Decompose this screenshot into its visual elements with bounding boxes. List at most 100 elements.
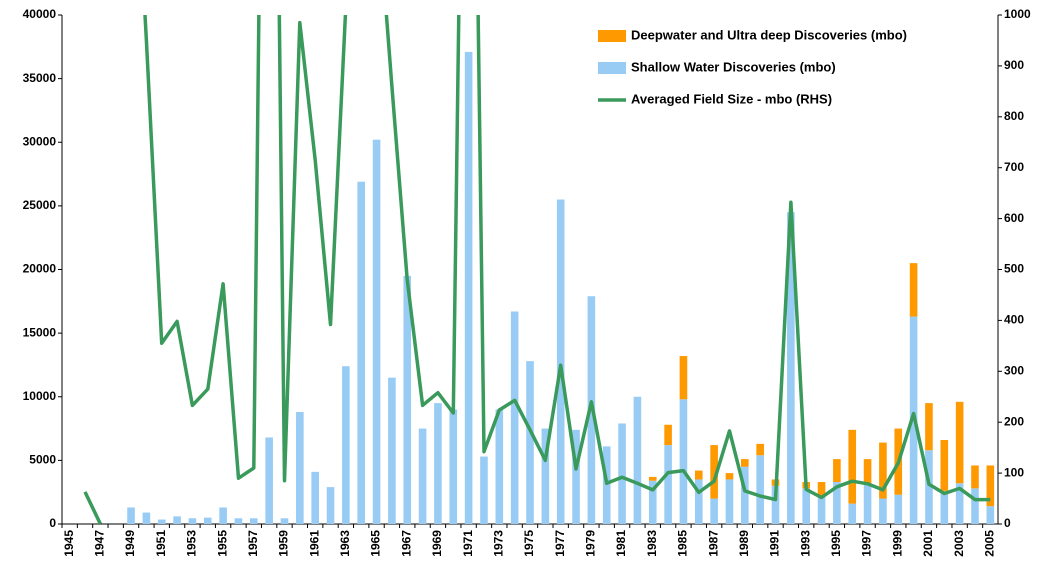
bar xyxy=(879,498,887,524)
legend-label: Shallow Water Discoveries (mbo) xyxy=(631,59,836,74)
x-tick-label: 1985 xyxy=(676,530,690,557)
y2-tick-label: 500 xyxy=(1004,262,1024,276)
x-tick-label: 1961 xyxy=(307,530,321,557)
bar xyxy=(556,199,565,524)
bar xyxy=(879,442,887,499)
bar xyxy=(648,476,657,481)
y-tick-label: 5000 xyxy=(29,453,56,467)
bar xyxy=(694,470,703,480)
bar xyxy=(495,409,504,524)
bar xyxy=(633,396,642,524)
bar xyxy=(741,466,749,524)
x-tick-label: 1983 xyxy=(645,530,659,557)
bar xyxy=(648,480,657,524)
x-tick-label: 1995 xyxy=(829,530,843,557)
bar xyxy=(342,366,350,524)
bar xyxy=(664,445,672,524)
legend-label: Deepwater and Ultra deep Discoveries (mb… xyxy=(631,27,907,42)
y2-tick-label: 900 xyxy=(1004,58,1024,72)
x-tick-label: 2003 xyxy=(952,530,966,557)
bar xyxy=(694,479,703,524)
bar xyxy=(710,498,718,524)
bar xyxy=(986,465,995,507)
bar xyxy=(940,490,949,524)
bar xyxy=(219,507,227,524)
bar xyxy=(817,482,826,497)
legend: Deepwater and Ultra deep Discoveries (mb… xyxy=(598,27,907,106)
y-tick-label: 35000 xyxy=(23,71,57,85)
bar xyxy=(986,506,995,524)
bar xyxy=(925,403,933,451)
bar xyxy=(434,403,442,524)
bar xyxy=(925,450,933,524)
bar xyxy=(234,518,243,524)
bar xyxy=(756,443,764,456)
y2-tick-label: 400 xyxy=(1004,313,1024,327)
x-tick-label: 1987 xyxy=(706,530,720,557)
bar xyxy=(265,437,273,524)
marks xyxy=(127,51,995,525)
x-tick-label: 1965 xyxy=(369,530,383,557)
bar xyxy=(741,459,749,467)
line-layer xyxy=(83,15,991,524)
bar xyxy=(526,361,534,524)
x-tick-label: 1953 xyxy=(185,530,199,557)
bar xyxy=(188,518,197,524)
bar xyxy=(894,494,903,524)
x-tick-label: 1963 xyxy=(338,530,352,557)
y2-tick-label: 300 xyxy=(1004,363,1024,377)
y2-tick-label: 800 xyxy=(1004,109,1024,123)
y-tick-label: 40000 xyxy=(23,7,57,21)
x-tick-label: 1999 xyxy=(890,530,904,557)
x-tick-label: 1969 xyxy=(430,530,444,557)
y2-tick-label: 600 xyxy=(1004,211,1024,225)
y2-tick-label: 100 xyxy=(1004,465,1024,479)
bar xyxy=(863,459,872,484)
bar xyxy=(664,424,672,446)
legend-label: Averaged Field Size - mbo (RHS) xyxy=(631,91,832,106)
bar xyxy=(203,517,212,524)
legend-swatch xyxy=(598,30,626,42)
bar xyxy=(510,311,519,524)
bar xyxy=(833,482,841,524)
bar xyxy=(725,473,734,480)
bar xyxy=(403,275,412,524)
bar xyxy=(480,456,488,524)
bar xyxy=(848,503,857,524)
bar xyxy=(725,479,734,524)
bar xyxy=(848,429,857,504)
bar xyxy=(173,516,181,524)
bar xyxy=(909,263,918,317)
x-tick-label: 1973 xyxy=(491,530,505,557)
bar xyxy=(817,496,826,524)
bar xyxy=(464,51,473,525)
bar xyxy=(679,399,688,524)
bar xyxy=(787,212,795,525)
y-tick-label: 30000 xyxy=(23,134,57,148)
y-tick-label: 0 xyxy=(49,516,56,530)
bar xyxy=(940,440,949,491)
x-tick-label: 1979 xyxy=(584,530,598,557)
bar xyxy=(157,519,166,524)
bar xyxy=(955,483,964,524)
y2-tick-label: 700 xyxy=(1004,160,1024,174)
bar xyxy=(618,423,626,524)
x-tick-label: 1981 xyxy=(614,530,628,557)
bar xyxy=(357,181,366,524)
bar xyxy=(955,401,964,484)
bar xyxy=(833,459,841,483)
y2-tick-label: 1000 xyxy=(1004,7,1031,21)
y-tick-label: 20000 xyxy=(23,262,57,276)
y2-tick-label: 0 xyxy=(1004,516,1011,530)
x-tick-label: 1997 xyxy=(860,530,874,557)
bar xyxy=(311,471,319,524)
x-tick-label: 1949 xyxy=(123,530,137,557)
x-tick-label: 1993 xyxy=(798,530,812,557)
x-tick-label: 1975 xyxy=(522,530,536,557)
x-tick-label: 1955 xyxy=(215,530,229,557)
bar xyxy=(280,518,289,524)
bar xyxy=(863,483,872,524)
x-tick-label: 1991 xyxy=(768,530,782,557)
x-tick-label: 1971 xyxy=(461,530,475,557)
